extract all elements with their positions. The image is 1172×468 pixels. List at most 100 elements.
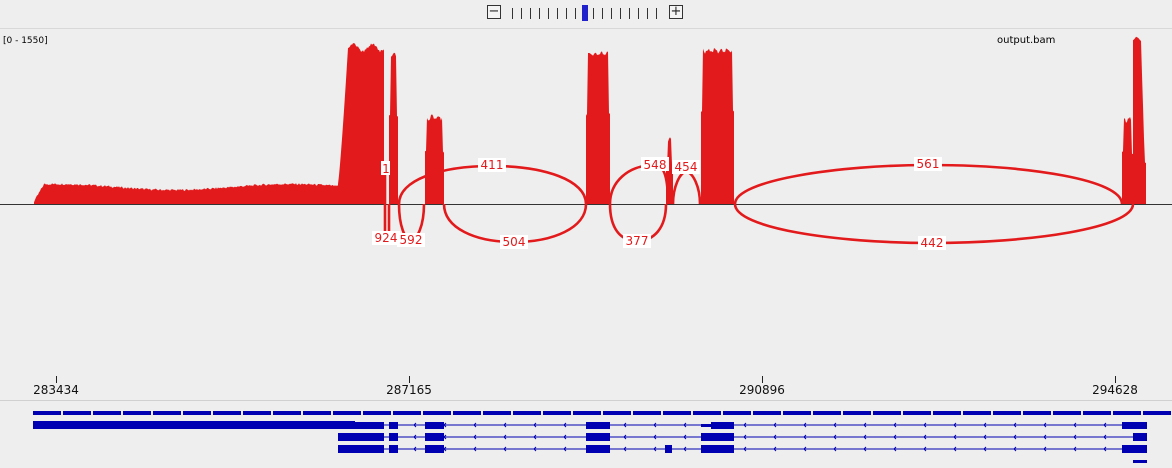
zoom-tick	[656, 8, 657, 19]
gene-segment	[993, 411, 1021, 415]
exon	[1133, 433, 1147, 441]
junction-count: 592	[400, 233, 423, 247]
zoom-tick	[593, 8, 594, 19]
gene-segment	[123, 411, 151, 415]
strand-arrow	[1103, 422, 1107, 428]
strand-arrow	[833, 434, 837, 440]
exon	[701, 445, 734, 453]
strand-arrow	[653, 434, 657, 440]
gene-segment	[363, 411, 391, 415]
gene-segment	[273, 411, 301, 415]
ruler-tick-label: 283434	[33, 383, 79, 397]
strand-arrow	[803, 434, 807, 440]
strand-arrow	[773, 434, 777, 440]
gene-segment	[723, 411, 751, 415]
strand-arrow	[743, 434, 747, 440]
strand-arrow	[983, 422, 987, 428]
exon	[425, 422, 444, 429]
zoom-out-button[interactable]: −	[487, 5, 501, 19]
strand-arrow	[443, 422, 447, 428]
junction-count: 377	[626, 234, 649, 248]
junction-arcs	[383, 163, 1135, 245]
strand-arrow	[1043, 446, 1047, 452]
strand-arrow	[533, 422, 537, 428]
strand-arrow	[443, 434, 447, 440]
gene-track[interactable]	[0, 401, 1172, 468]
strand-arrow	[863, 446, 867, 452]
coverage-track[interactable]: 1 411 548 454 561 924 592 504 377 442	[0, 0, 1172, 400]
strand-arrow	[503, 446, 507, 452]
gene-segment	[603, 411, 631, 415]
plus-icon: +	[670, 4, 682, 19]
exon	[338, 433, 355, 441]
strand-arrow	[863, 434, 867, 440]
gene-segment	[423, 411, 451, 415]
strand-arrow	[623, 434, 627, 440]
transcripts	[33, 411, 1171, 463]
junction-count: 454	[675, 160, 698, 174]
ruler-tick-label: 287165	[386, 383, 432, 397]
zoom-current-marker	[582, 5, 588, 21]
exon	[1122, 445, 1147, 453]
gene-segment	[153, 411, 181, 415]
junction-labels: 1 411 548 454 561 924 592 504 377 442	[372, 157, 946, 250]
zoom-tick	[512, 8, 513, 19]
exon	[355, 422, 384, 429]
strand-arrow	[503, 434, 507, 440]
gene-segment	[783, 411, 811, 415]
strand-arrow	[923, 422, 927, 428]
ruler	[56, 376, 1116, 383]
gene-segment	[693, 411, 721, 415]
gene-segment	[333, 411, 361, 415]
exon	[389, 445, 398, 453]
gene-segment	[813, 411, 841, 415]
exon	[586, 422, 610, 429]
strand-arrow	[653, 422, 657, 428]
exon	[425, 445, 444, 453]
track-name[interactable]: output.bam	[997, 35, 1056, 46]
strand-arrow	[623, 446, 627, 452]
zoom-tick	[638, 8, 639, 19]
gene-segment	[933, 411, 961, 415]
gene-segment	[1143, 411, 1171, 415]
zoom-tick	[557, 8, 558, 19]
divider	[0, 28, 1172, 29]
data-range-label: [0 - 1550]	[3, 36, 48, 46]
utr	[701, 424, 711, 427]
junction-count: 924	[375, 231, 398, 245]
gene-segment	[513, 411, 541, 415]
strand-arrow	[533, 434, 537, 440]
gene-segment	[33, 411, 61, 415]
strand-arrow	[983, 446, 987, 452]
zoom-tick	[539, 8, 540, 19]
strand-arrow	[983, 434, 987, 440]
exon	[425, 433, 444, 441]
junction-count: 561	[917, 157, 940, 171]
strand-arrow	[413, 422, 417, 428]
gene-segment	[1113, 411, 1141, 415]
junction-count: 411	[481, 158, 504, 172]
gene-segment	[183, 411, 211, 415]
strand-arrow	[1043, 422, 1047, 428]
zoom-control: − +	[0, 0, 1172, 28]
exon	[711, 422, 734, 429]
gene-segment	[753, 411, 781, 415]
strand-arrow	[413, 446, 417, 452]
zoom-slider[interactable]	[0, 0, 1172, 28]
coverage-histogram	[34, 36, 1146, 205]
gene-segment	[1083, 411, 1111, 415]
strand-arrow	[953, 434, 957, 440]
strand-arrow	[1073, 434, 1077, 440]
strand-arrow	[533, 446, 537, 452]
zoom-in-button[interactable]: +	[669, 5, 683, 19]
strand-arrow	[953, 422, 957, 428]
exon	[665, 445, 672, 453]
strand-arrow	[473, 434, 477, 440]
zoom-tick	[647, 8, 648, 19]
gene-segment	[213, 411, 241, 415]
strand-arrow	[413, 434, 417, 440]
gene-segment	[63, 411, 91, 415]
gene-segment	[963, 411, 991, 415]
zoom-tick	[629, 8, 630, 19]
zoom-tick	[521, 8, 522, 19]
